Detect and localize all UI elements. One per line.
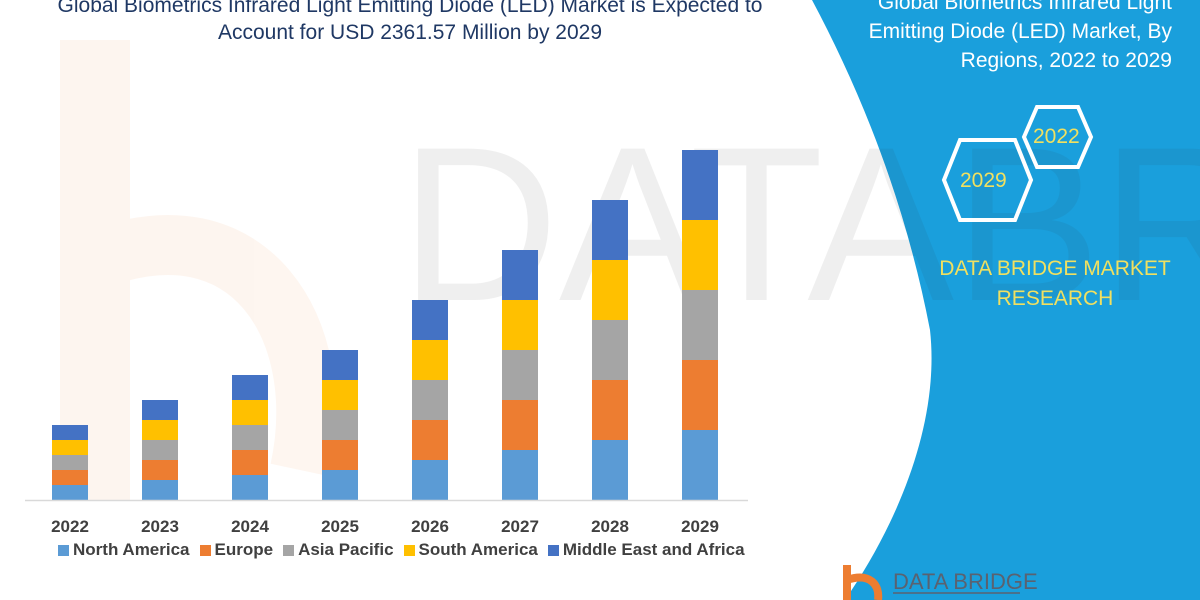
bar-segment-2023-europe bbox=[142, 460, 178, 480]
x-tick-label: 2027 bbox=[501, 517, 539, 536]
bar-segment-2028-south-america bbox=[592, 260, 628, 320]
brand-line-1: DATA BRIDGE MARKET bbox=[939, 257, 1171, 280]
legend-item: Asia Pacific bbox=[283, 540, 394, 560]
legend-label: South America bbox=[418, 540, 538, 559]
legend-item: Middle East and Africa bbox=[547, 540, 745, 560]
side-title-line-1: Global Biometrics Infrared Light bbox=[877, 0, 1172, 14]
brand-line-2: RESEARCH bbox=[996, 287, 1114, 310]
bar-segment-2027-south-america bbox=[502, 300, 538, 350]
bar-segment-2023-north-america bbox=[142, 480, 178, 500]
hex-2022-icon bbox=[1021, 105, 1094, 169]
bar-segment-2029-asia-pacific bbox=[682, 290, 718, 360]
bar-segment-2025-asia-pacific bbox=[322, 410, 358, 440]
bar-segment-2026-europe bbox=[412, 420, 448, 460]
bar-segment-2024-south-america bbox=[232, 400, 268, 425]
bar-segment-2027-asia-pacific bbox=[502, 350, 538, 400]
legend-label: Asia Pacific bbox=[298, 540, 394, 559]
bar-segment-2029-europe bbox=[682, 360, 718, 430]
bar-segment-2022-middle-east-and-africa bbox=[52, 425, 88, 440]
bar-segment-2022-asia-pacific bbox=[52, 455, 88, 470]
logo-icon bbox=[843, 565, 1020, 600]
hex-2022-label: 2022 bbox=[1033, 125, 1080, 148]
legend-swatch bbox=[403, 544, 415, 556]
bar-segment-2027-north-america bbox=[502, 450, 538, 500]
bar-segment-2022-south-america bbox=[52, 440, 88, 455]
title-line-2: Account for USD 2361.57 Million by 2029 bbox=[217, 21, 603, 44]
bar-segment-2023-middle-east-and-africa bbox=[142, 400, 178, 420]
x-tick-label: 2029 bbox=[681, 517, 719, 536]
bar-segment-2024-middle-east-and-africa bbox=[232, 375, 268, 400]
legend-swatch bbox=[283, 544, 295, 556]
bar-segment-2027-middle-east-and-africa bbox=[502, 250, 538, 300]
stacked-bar-chart: 2022 2023 2024 2025 2026 2027 2028 2029 bbox=[25, 150, 748, 536]
brand-text: DATA BRIDGE MARKET RESEARCH bbox=[900, 254, 1200, 314]
side-panel-title: Global Biometrics Infrared Light Emittin… bbox=[812, 0, 1172, 75]
bar-segment-2024-asia-pacific bbox=[232, 425, 268, 450]
legend-swatch bbox=[199, 544, 211, 556]
bar-segment-2027-europe bbox=[502, 400, 538, 450]
x-tick-label: 2025 bbox=[321, 517, 359, 536]
bar-segment-2024-north-america bbox=[232, 475, 268, 500]
hex-2029-icon bbox=[941, 138, 1034, 222]
bar-segment-2024-europe bbox=[232, 450, 268, 475]
legend-swatch bbox=[547, 544, 559, 556]
x-tick-label: 2024 bbox=[231, 517, 269, 536]
bar-segment-2029-south-america bbox=[682, 220, 718, 290]
side-panel-background bbox=[812, 0, 1200, 600]
bar-segment-2022-europe bbox=[52, 470, 88, 485]
legend: North America Europe Asia Pacific South Ame… bbox=[58, 540, 745, 560]
chart-title: Global Biometrics Infrared Light Emittin… bbox=[0, 0, 820, 46]
side-title-line-2: Emitting Diode (LED) Market, By bbox=[868, 20, 1172, 43]
bar-segment-2026-middle-east-and-africa bbox=[412, 300, 448, 340]
bar-segment-2029-north-america bbox=[682, 430, 718, 500]
bar-segment-2023-asia-pacific bbox=[142, 440, 178, 460]
bar-segment-2028-asia-pacific bbox=[592, 320, 628, 380]
bar-segment-2028-europe bbox=[592, 380, 628, 440]
legend-item: Europe bbox=[199, 540, 274, 560]
legend-label: Europe bbox=[214, 540, 274, 559]
bar-segment-2023-south-america bbox=[142, 420, 178, 440]
x-tick-label: 2023 bbox=[141, 517, 179, 536]
bar-segment-2026-south-america bbox=[412, 340, 448, 380]
bar-segment-2025-europe bbox=[322, 440, 358, 470]
x-tick-label: 2022 bbox=[51, 517, 89, 536]
hex-2029-label: 2029 bbox=[960, 169, 1007, 192]
legend-label: Middle East and Africa bbox=[562, 540, 745, 559]
bar-segment-2022-north-america bbox=[52, 485, 88, 500]
bar-segment-2026-north-america bbox=[412, 460, 448, 500]
bar-segment-2028-north-america bbox=[592, 440, 628, 500]
bar-segment-2028-middle-east-and-africa bbox=[592, 200, 628, 260]
legend-item: South America bbox=[403, 540, 538, 560]
legend-label: North America bbox=[73, 540, 190, 559]
x-tick-label: 2028 bbox=[591, 517, 629, 536]
bar-segment-2025-south-america bbox=[322, 380, 358, 410]
bar-segment-2029-middle-east-and-africa bbox=[682, 150, 718, 220]
legend-item: North America bbox=[58, 540, 190, 560]
legend-swatch bbox=[58, 544, 69, 556]
title-line-1: Global Biometrics Infrared Light Emittin… bbox=[57, 0, 763, 17]
logo-text: DATA BRIDGE bbox=[893, 569, 1038, 594]
side-title-line-3: Regions, 2022 to 2029 bbox=[960, 49, 1172, 72]
bar-segment-2025-middle-east-and-africa bbox=[322, 350, 358, 380]
bar-segment-2026-asia-pacific bbox=[412, 380, 448, 420]
bar-segment-2025-north-america bbox=[322, 470, 358, 500]
x-tick-label: 2026 bbox=[411, 517, 449, 536]
